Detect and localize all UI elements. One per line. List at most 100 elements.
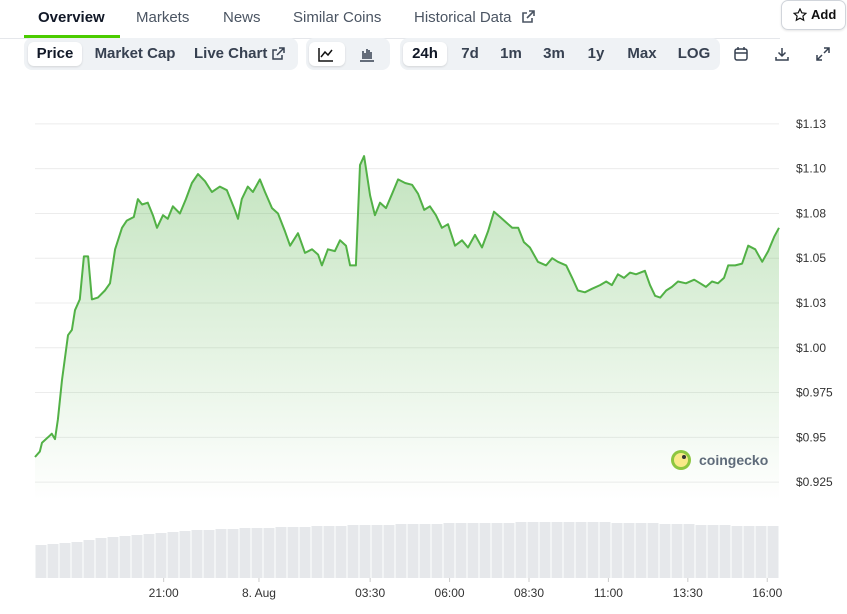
volume-bar [155, 533, 167, 578]
expand-icon[interactable] [815, 46, 831, 62]
volume-bar [35, 545, 47, 578]
tab[interactable]: News [223, 9, 261, 26]
volume-bar [203, 530, 215, 578]
x-tick-label: 03:30 [355, 586, 385, 600]
y-tick-label: $1.08 [796, 206, 826, 220]
volume-bar [635, 523, 647, 578]
volume-bar [335, 526, 347, 578]
volume-bar [251, 528, 263, 578]
volume-bar [227, 529, 239, 578]
volume-bar [467, 523, 479, 578]
tab-divider [0, 38, 780, 39]
range[interactable]: 7d [461, 45, 479, 62]
volume-bar [287, 527, 299, 578]
area-fill [35, 156, 779, 500]
external-link-icon [272, 47, 285, 60]
y-tick-label: $0.95 [796, 430, 826, 444]
volume-bar [767, 526, 779, 578]
volume-bar [119, 536, 131, 578]
volume-bar [419, 524, 431, 578]
volume-bar [611, 523, 623, 578]
add-button[interactable]: Add [781, 0, 846, 30]
volume-bar [527, 522, 539, 578]
volume-bar [743, 526, 755, 578]
volume-bar [323, 526, 335, 578]
x-tick-label: 06:00 [435, 586, 465, 600]
y-tick-label: $1.05 [796, 251, 826, 265]
tab[interactable]: Similar Coins [293, 9, 382, 26]
volume-bar [623, 523, 635, 578]
volume-bar [395, 524, 407, 578]
volume-bar [107, 537, 119, 578]
candle-icon[interactable] [359, 46, 375, 62]
volume-bar [71, 542, 83, 578]
tab[interactable]: Overview [38, 9, 105, 26]
tab[interactable]: Markets [136, 9, 190, 26]
y-tick-label: $1.10 [796, 162, 826, 176]
volume-bar [731, 526, 743, 578]
x-tick-label: 16:00 [752, 586, 782, 600]
star-icon [793, 8, 807, 22]
line-icon [318, 48, 333, 62]
volume-bar [215, 529, 227, 578]
volume-bar [479, 523, 491, 578]
volume-bar [263, 528, 275, 578]
volume-bar [515, 522, 527, 578]
volume-bar [551, 522, 563, 578]
volume-bar [755, 526, 767, 578]
x-tick-label: 13:30 [673, 586, 703, 600]
volume-bar [383, 525, 395, 578]
range-group [400, 38, 720, 70]
volume-bar [491, 523, 503, 578]
volume-bar [83, 540, 95, 578]
toggle[interactable]: Price [28, 42, 82, 66]
volume-bar [707, 525, 719, 578]
volume-bar [431, 524, 443, 578]
y-tick-label: $1.03 [796, 296, 826, 310]
volume-bar [371, 525, 383, 578]
range[interactable]: 1y [587, 45, 605, 62]
volume-bar [179, 531, 191, 578]
volume-bar [587, 522, 599, 578]
volume-bar [563, 522, 575, 578]
toggle[interactable]: Market Cap [94, 45, 176, 62]
volume-bar [347, 525, 359, 578]
range[interactable]: 1m [500, 45, 522, 62]
volume-bar [599, 522, 611, 578]
watermark: coingecko [671, 450, 768, 470]
calendar-icon[interactable] [733, 46, 749, 62]
y-tick-label: $1.00 [796, 341, 826, 355]
x-tick-label: 21:00 [149, 586, 179, 600]
y-tick-label: $0.975 [796, 386, 833, 400]
active-tab-underline [24, 35, 120, 38]
volume-bar [647, 523, 659, 578]
download-icon[interactable] [774, 46, 790, 62]
external-link-icon [522, 10, 535, 23]
volume-bar [167, 532, 179, 578]
volume-bar [131, 535, 143, 578]
volume-bar [59, 543, 71, 578]
volume-bar [539, 522, 551, 578]
volume-bar [719, 525, 731, 578]
y-tick-label: $0.925 [796, 475, 833, 489]
volume-bar [311, 526, 323, 578]
volume-bar [407, 524, 419, 578]
tab[interactable]: Historical Data [414, 9, 512, 26]
range[interactable]: LOG [677, 45, 711, 62]
range[interactable]: 24h [403, 42, 447, 66]
volume-bar [671, 524, 683, 578]
volume-bar [455, 523, 467, 578]
range[interactable]: 3m [543, 45, 565, 62]
volume-bar [239, 528, 251, 578]
range[interactable]: Max [627, 45, 657, 62]
volume-bar [275, 527, 287, 578]
volume-bar [575, 522, 587, 578]
toggle[interactable]: Live Chart [194, 45, 268, 62]
volume-bar [95, 538, 107, 578]
volume-bar [143, 534, 155, 578]
volume-bar [503, 523, 515, 578]
x-tick-label: 08:30 [514, 586, 544, 600]
volume-bar [695, 525, 707, 578]
